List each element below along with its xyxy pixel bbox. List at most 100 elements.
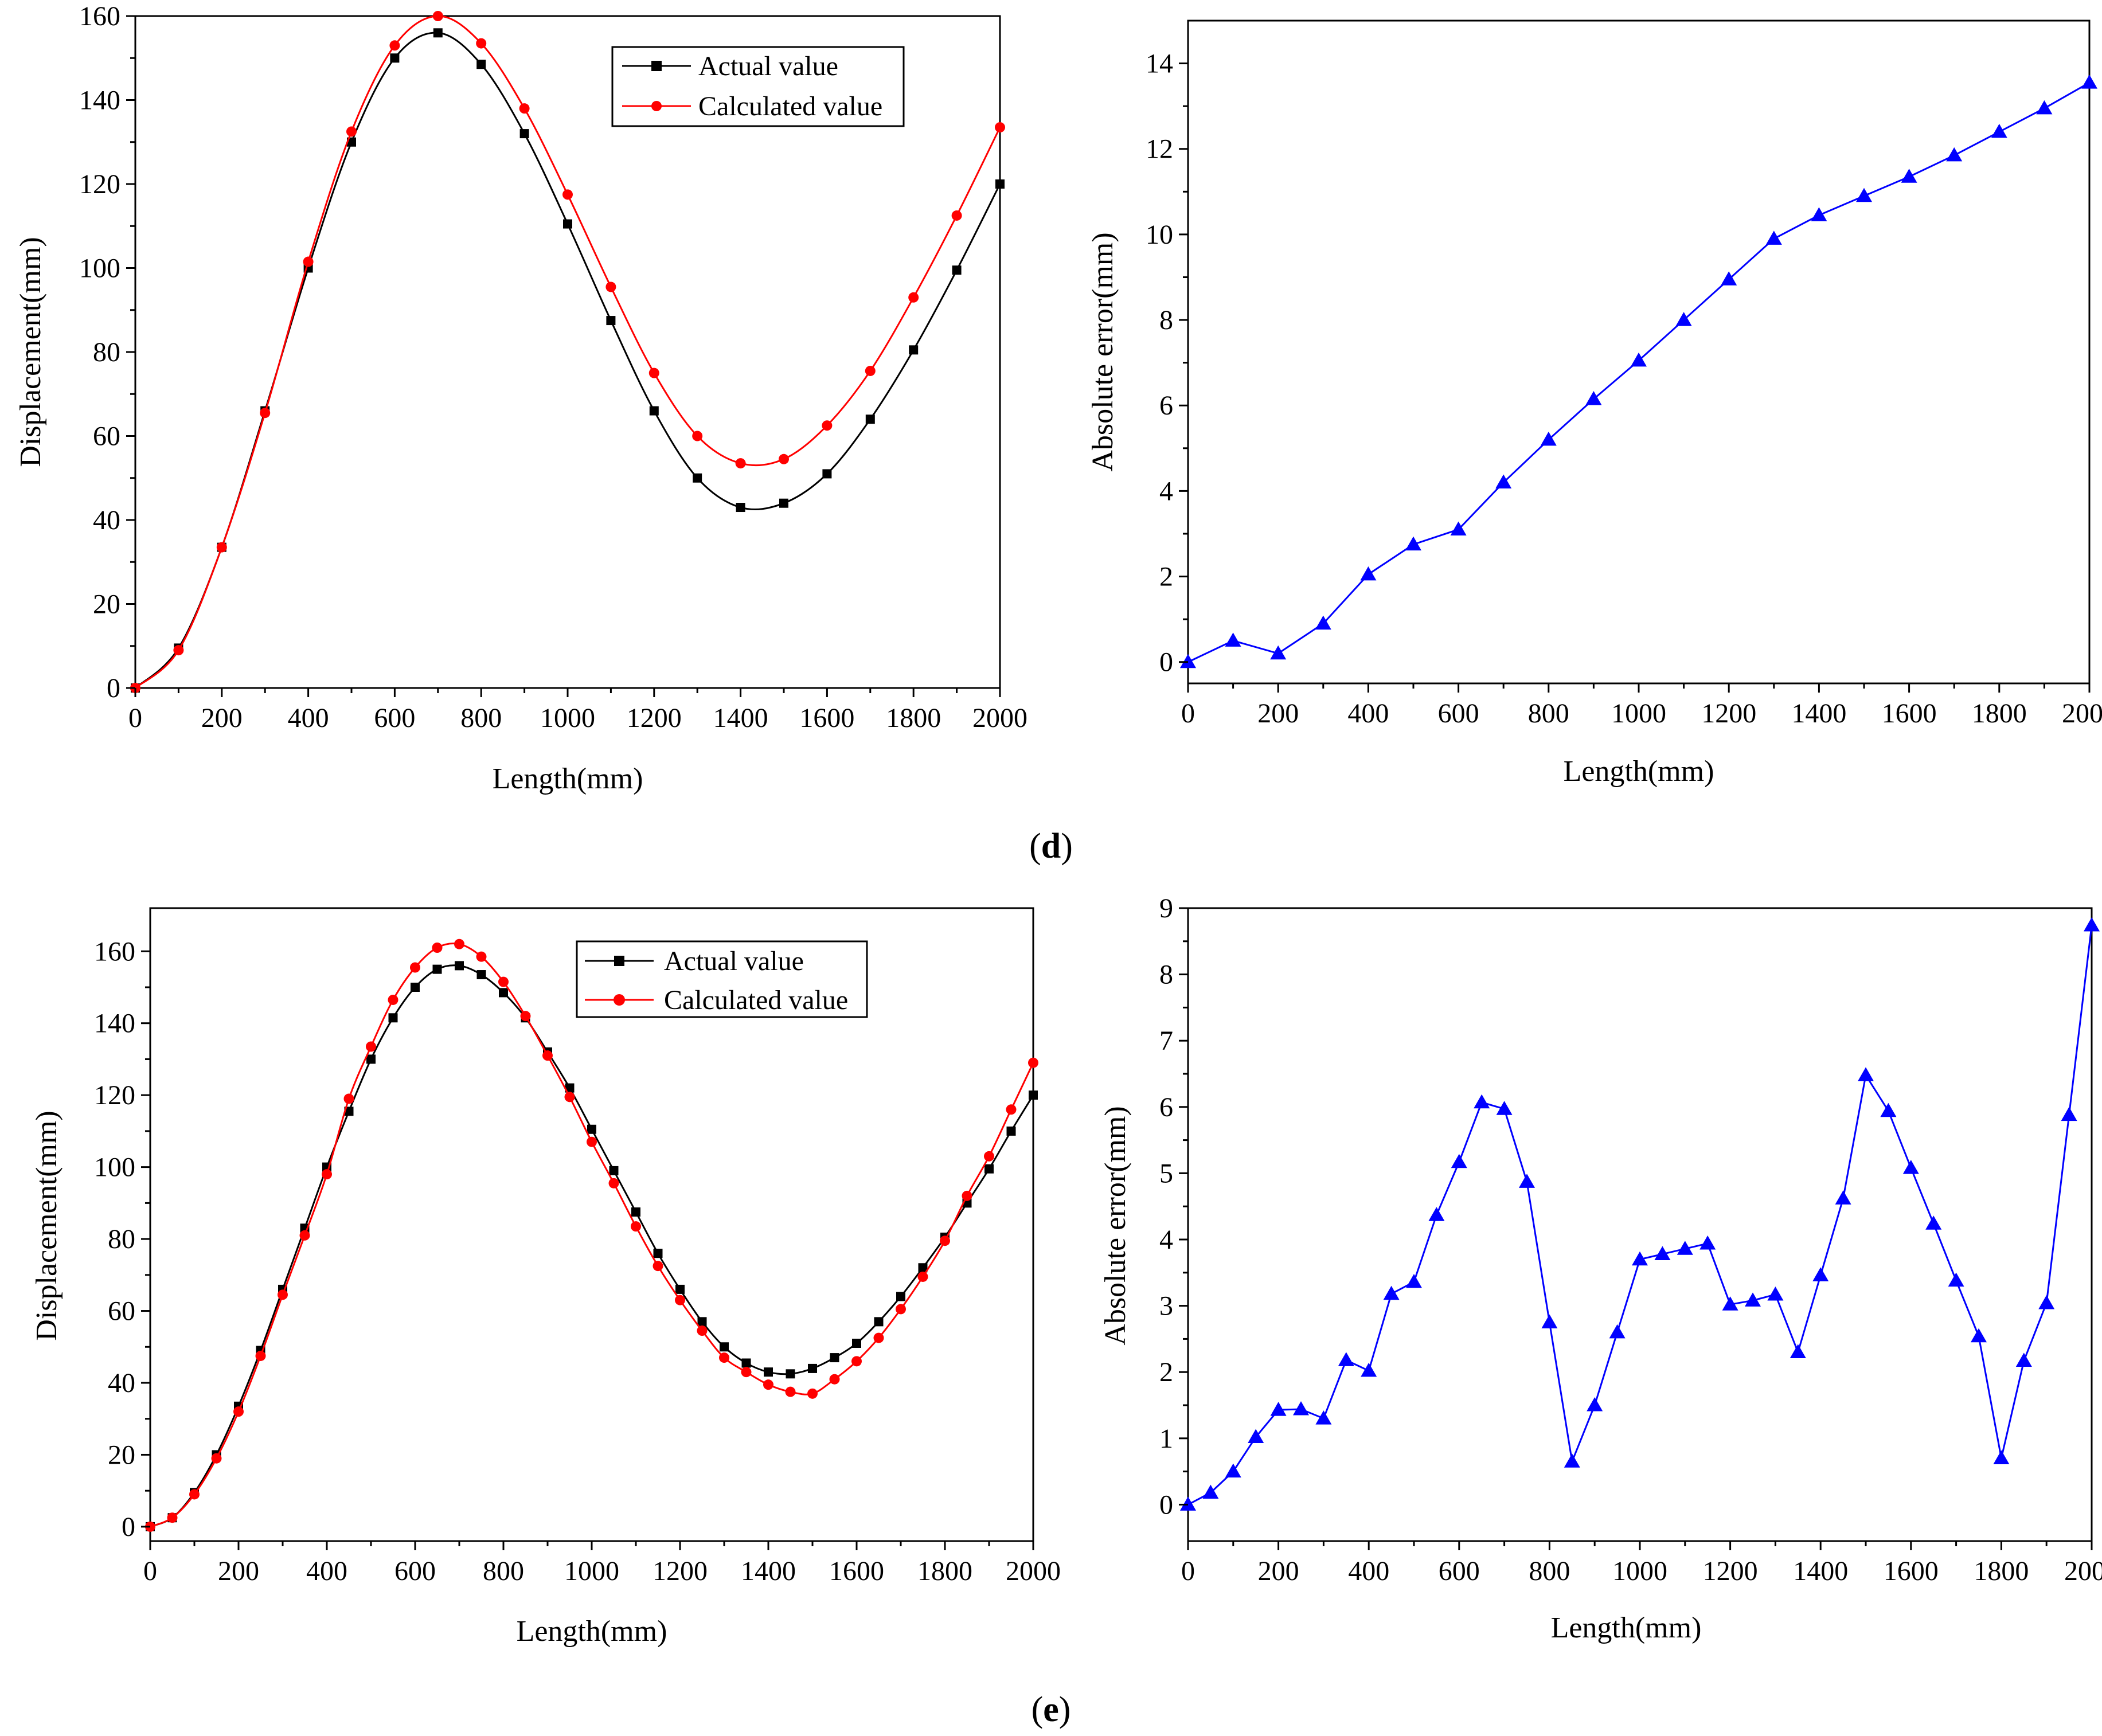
series-group	[145, 939, 1038, 1532]
data-point-error	[1654, 1246, 1671, 1260]
x-tick-label: 800	[483, 1556, 524, 1586]
data-point-error	[1519, 1174, 1535, 1188]
data-point-error	[1248, 1429, 1264, 1444]
data-point-error	[1858, 1067, 1874, 1081]
data-point-error	[2081, 75, 2097, 89]
data-point-error	[1383, 1285, 1400, 1300]
y-tick-label: 20	[108, 1440, 135, 1470]
y-tick-label: 7	[1159, 1026, 1173, 1056]
data-point-calculated	[653, 1261, 663, 1272]
data-point-calculated	[189, 1489, 200, 1500]
data-point-error	[1585, 391, 1602, 405]
data-point-actual	[366, 1054, 376, 1064]
y-tick-label: 120	[94, 1080, 135, 1111]
data-point-actual	[918, 1263, 928, 1273]
x-tick-label: 2000	[972, 703, 1027, 733]
data-point-error	[1315, 1410, 1332, 1425]
y-tick-label: 8	[1159, 305, 1173, 335]
x-tick-label: 400	[1348, 1556, 1389, 1586]
data-point-actual	[433, 28, 443, 38]
series-line-absolute-error	[1187, 81, 2090, 663]
y-tick-label: 4	[1159, 476, 1173, 506]
x-tick-label: 1000	[1612, 1556, 1667, 1586]
data-point-calculated	[1006, 1104, 1017, 1115]
data-point-error	[1225, 632, 1241, 647]
data-point-calculated	[476, 951, 487, 962]
data-point-error	[1991, 123, 2007, 138]
data-point-calculated	[917, 1271, 928, 1282]
data-point-actual	[609, 1166, 619, 1175]
data-point-error	[1202, 1484, 1219, 1499]
data-point-calculated	[648, 367, 659, 378]
data-point-error	[1270, 1402, 1287, 1416]
data-point-calculated	[542, 1050, 553, 1061]
x-tick-label: 400	[306, 1556, 347, 1586]
data-point-error	[1745, 1292, 1761, 1307]
series-line-calculated-value	[150, 943, 1034, 1528]
x-tick-label: 1800	[1974, 1556, 2029, 1586]
data-point-error	[1293, 1401, 1309, 1416]
data-point-error	[1180, 654, 1196, 668]
y-tick-label: 160	[79, 1, 120, 32]
data-point-actual	[741, 1358, 751, 1368]
data-point-error	[1901, 169, 1917, 183]
y-tick-label: 4	[1159, 1225, 1173, 1255]
data-point-error	[1451, 1154, 1467, 1168]
data-point-calculated	[346, 126, 357, 137]
data-point-actual	[649, 406, 659, 416]
data-point-calculated	[389, 40, 400, 51]
y-tick-label: 3	[1159, 1291, 1173, 1321]
y-tick-label: 14	[1146, 49, 1173, 79]
x-tick-label: 600	[374, 703, 415, 733]
data-point-actual	[476, 60, 486, 69]
chart-e-displacement: 0 200 400 600 800 1000 1200 1400 1600 1800 2000 0 20…	[30, 907, 1061, 1648]
data-point-calculated	[520, 1011, 531, 1022]
data-point-error	[1765, 230, 1782, 245]
data-point-error	[1587, 1397, 1603, 1412]
x-tick-label: 0	[143, 1556, 157, 1586]
chart-e-absolute-error: 0 200 400 600 800 1000 1200 1400 1600 1800 2000 0 1 2…	[1099, 893, 2102, 1644]
x-tick-label: 1400	[713, 703, 768, 733]
data-point-calculated	[167, 1512, 178, 1523]
data-point-actual	[563, 219, 572, 229]
data-point-calculated	[608, 1178, 619, 1188]
data-point-actual	[606, 316, 616, 326]
data-point-error	[1180, 1496, 1196, 1511]
data-point-error	[1722, 1296, 1738, 1311]
x-axis-title: Length(mm)	[1564, 755, 1714, 788]
data-point-calculated	[984, 1151, 994, 1162]
y-tick-label: 60	[108, 1296, 135, 1327]
y-tick-label: 6	[1159, 1092, 1173, 1123]
x-tick-label: 200	[1257, 698, 1299, 729]
x-tick-label: 1600	[1882, 698, 1937, 729]
data-point-calculated	[940, 1235, 950, 1246]
data-point-calculated	[631, 1221, 641, 1232]
x-tick-label: 1200	[653, 1556, 708, 1586]
data-point-error	[1270, 645, 1287, 660]
x-tick-label: 1600	[1884, 1556, 1939, 1586]
data-point-error	[1880, 1102, 1897, 1117]
y-axis-title: Absolute error(mm)	[1087, 232, 1119, 471]
panel-label-e-letter: e	[1043, 1690, 1059, 1729]
data-point-calculated	[255, 1350, 266, 1361]
data-point-calculated	[995, 122, 1005, 133]
data-point-actual	[587, 1124, 596, 1134]
data-point-actual	[675, 1284, 685, 1294]
data-point-error	[1361, 1362, 1377, 1377]
y-tick-label: 20	[93, 589, 120, 620]
data-point-error	[2084, 917, 2100, 932]
data-point-calculated	[779, 453, 789, 464]
legend-marker-calculated	[651, 101, 662, 111]
y-tick-label: 8	[1159, 960, 1173, 990]
data-point-error	[1360, 566, 1377, 581]
y-tick-label: 0	[107, 673, 120, 703]
data-point-calculated	[908, 292, 919, 303]
y-tick-label: 0	[1159, 647, 1173, 678]
y-axis-title: Displacement(mm)	[14, 237, 47, 467]
data-point-error	[1699, 1235, 1716, 1250]
data-point-calculated	[216, 542, 227, 553]
data-point-actual	[909, 345, 919, 355]
data-point-calculated	[303, 256, 314, 267]
data-point-error	[1495, 474, 1512, 488]
